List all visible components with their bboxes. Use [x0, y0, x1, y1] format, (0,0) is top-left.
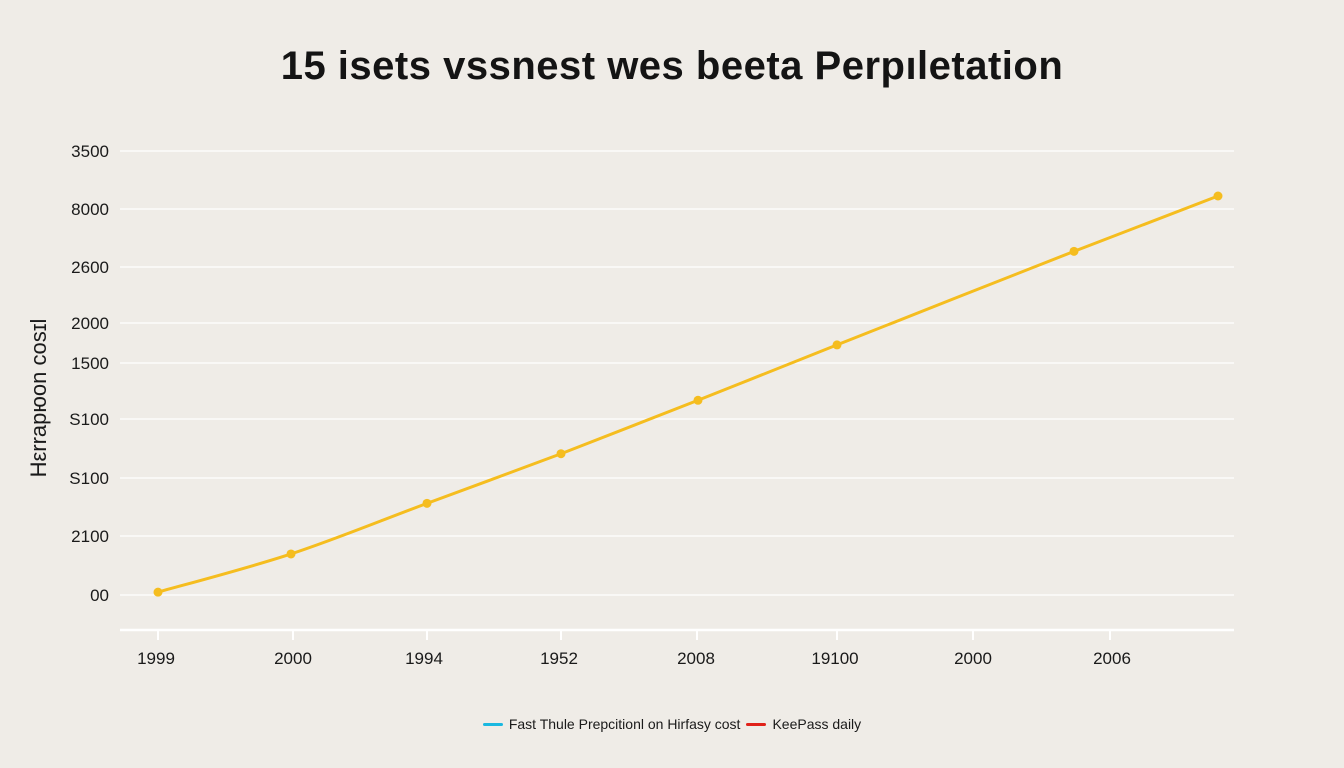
- legend-item-1: Fast Thule Prepcitionl on Hirfasy cost: [482, 716, 741, 732]
- x-tick-label: 1952: [540, 649, 578, 668]
- x-tick-label: 1994: [405, 649, 443, 668]
- x-tick-label: 2000: [274, 649, 312, 668]
- y-tick-label: 2600: [71, 258, 109, 277]
- legend-swatch-2: [746, 722, 767, 726]
- y-tick-label: 2000: [71, 314, 109, 333]
- y-tick-label: S100: [69, 410, 109, 429]
- x-tick-label: 2008: [677, 649, 715, 668]
- x-tick-label: 2000: [954, 649, 992, 668]
- data-point: [286, 549, 296, 559]
- data-point: [153, 587, 163, 597]
- legend-label-2: KeePass daily: [772, 716, 862, 732]
- legend-swatch-1: [482, 722, 503, 726]
- x-tick-label: 1999: [137, 649, 175, 668]
- data-point: [832, 340, 842, 350]
- y-tick-label: S100: [69, 469, 109, 488]
- chart-legend: Fast Thule Prepcitionl on Hirfasy cost K…: [0, 716, 1344, 732]
- y-tick-label: 3500: [71, 142, 109, 161]
- data-point: [693, 395, 703, 405]
- series-line: [156, 194, 1220, 594]
- y-tick-label: 00: [90, 586, 109, 605]
- data-point: [1069, 246, 1079, 256]
- legend-item-2: KeePass daily: [746, 716, 861, 732]
- chart-title: 15 isets vssnest wes beeta Perpıletation: [280, 44, 1064, 88]
- y-tick-label: 1500: [71, 354, 109, 373]
- x-tick-label: 19100: [811, 649, 858, 668]
- y-tick-label: 2100: [71, 527, 109, 546]
- data-point: [556, 449, 566, 459]
- y-tick-label: 8000: [71, 200, 109, 219]
- data-point: [422, 498, 432, 508]
- data-point: [1213, 191, 1223, 201]
- x-tick-label: 2006: [1093, 649, 1131, 668]
- legend-label-1: Fast Thule Prepcitionl on Hirfasy cost: [508, 716, 741, 732]
